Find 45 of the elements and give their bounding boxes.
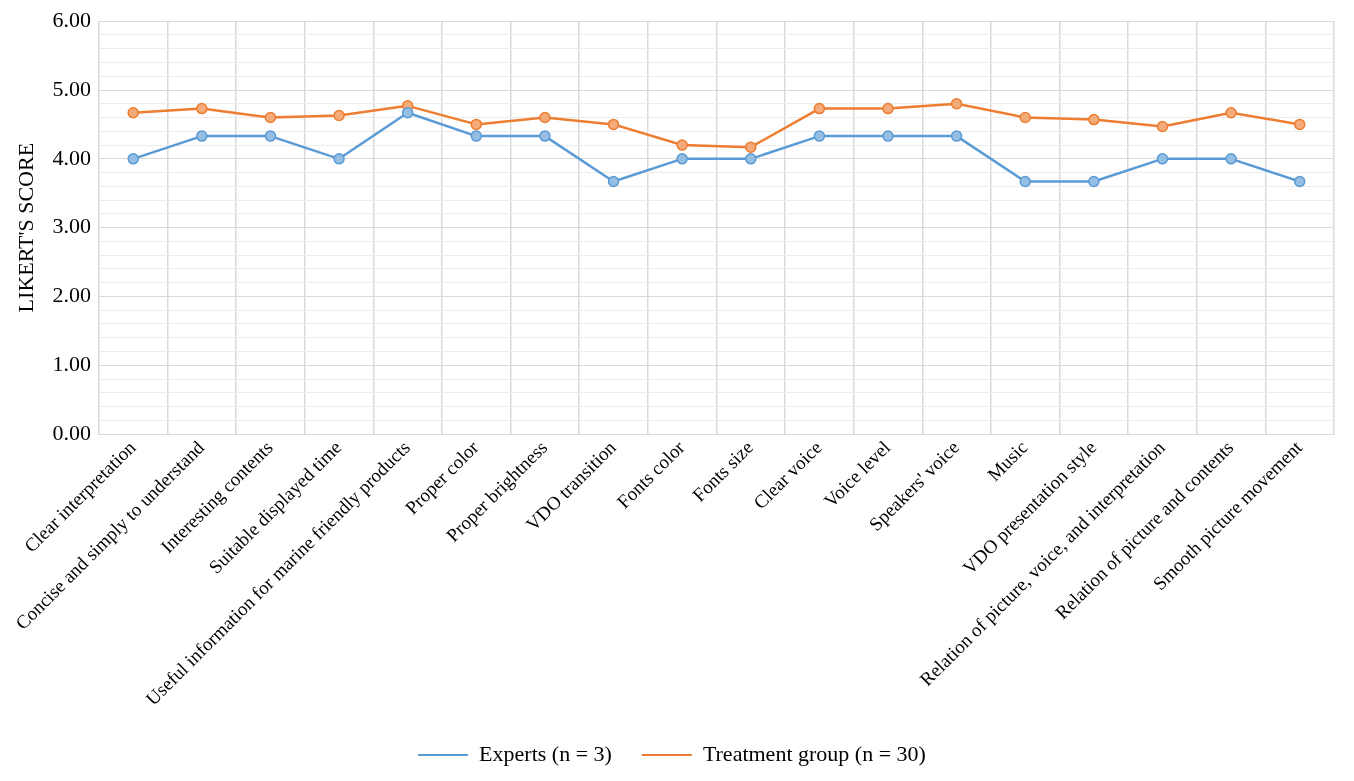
y-tick-label: 6.00 <box>52 6 91 32</box>
point <box>1156 153 1169 165</box>
point <box>950 98 963 110</box>
point <box>127 153 139 165</box>
point <box>470 130 483 142</box>
point <box>1225 153 1237 165</box>
point <box>539 111 551 124</box>
point <box>1088 175 1100 188</box>
point <box>745 141 757 153</box>
point <box>264 130 277 142</box>
point <box>1225 106 1237 119</box>
point <box>882 130 894 142</box>
y-tick-label: 2.00 <box>52 282 91 308</box>
y-tick-label: 3.00 <box>52 213 91 239</box>
point <box>401 106 414 119</box>
legend-label: Treatment group (n = 30) <box>702 740 926 766</box>
y-tick-label: 0.00 <box>52 419 91 445</box>
point <box>1088 113 1100 126</box>
point <box>264 111 277 124</box>
y-axis-title: LIKERT'S SCORE <box>12 142 38 313</box>
point <box>1293 118 1306 131</box>
y-tick-label: 4.00 <box>52 144 91 170</box>
point <box>333 153 345 165</box>
point <box>470 118 483 131</box>
point <box>196 130 208 142</box>
point <box>676 153 688 165</box>
point <box>1293 175 1306 188</box>
point <box>813 102 826 115</box>
point <box>1019 175 1031 188</box>
legend-label: Experts (n = 3) <box>479 740 612 766</box>
y-tick-label: 5.00 <box>52 75 91 101</box>
point <box>950 130 963 142</box>
point <box>882 102 894 115</box>
point <box>607 118 620 131</box>
point <box>1019 111 1031 124</box>
point <box>813 130 826 142</box>
point <box>196 102 208 115</box>
point <box>745 153 757 165</box>
y-tick-label: 1.00 <box>52 351 91 377</box>
point <box>333 109 345 122</box>
point <box>676 139 688 151</box>
point <box>127 106 139 119</box>
point <box>607 175 620 188</box>
point <box>539 130 551 142</box>
point <box>1156 120 1169 133</box>
